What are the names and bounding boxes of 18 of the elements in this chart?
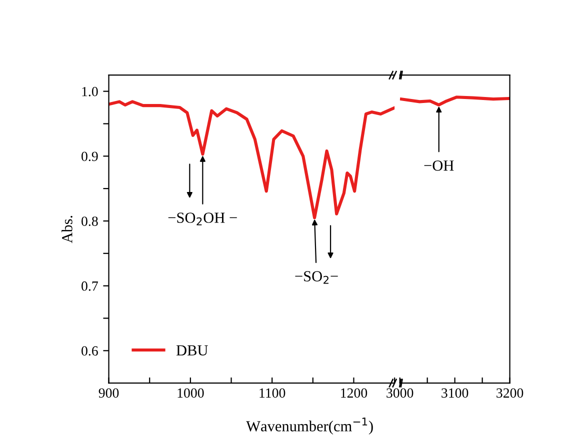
- annotation: −OH: [424, 160, 454, 171]
- x-tick-label: 1100: [260, 388, 286, 398]
- x-tick-label: 1200: [341, 388, 368, 398]
- y-tick-label: 0.6: [82, 346, 98, 356]
- x-tick-label: 3100: [442, 388, 468, 398]
- x-tick-label: 900: [98, 388, 119, 398]
- y-tick-label: 0.9: [82, 152, 98, 162]
- annotation: −SO$_{2}$OH −: [168, 212, 237, 226]
- legend-label: DBU: [176, 345, 208, 356]
- annotation: −SO$_{2}$−: [295, 271, 338, 284]
- y-tick-label: 0.8: [82, 216, 98, 226]
- y-axis-title: Abs.: [62, 216, 72, 244]
- x-tick-label: 3200: [496, 388, 524, 398]
- y-tick-label: 1.0: [82, 86, 98, 96]
- y-tick-label: 0.7: [82, 281, 98, 291]
- x-tick-label: 1000: [178, 388, 204, 398]
- x-axis-title: Wavenumber(cm$^{−1}$): [246, 418, 373, 435]
- x-tick-label: 3000: [386, 388, 414, 398]
